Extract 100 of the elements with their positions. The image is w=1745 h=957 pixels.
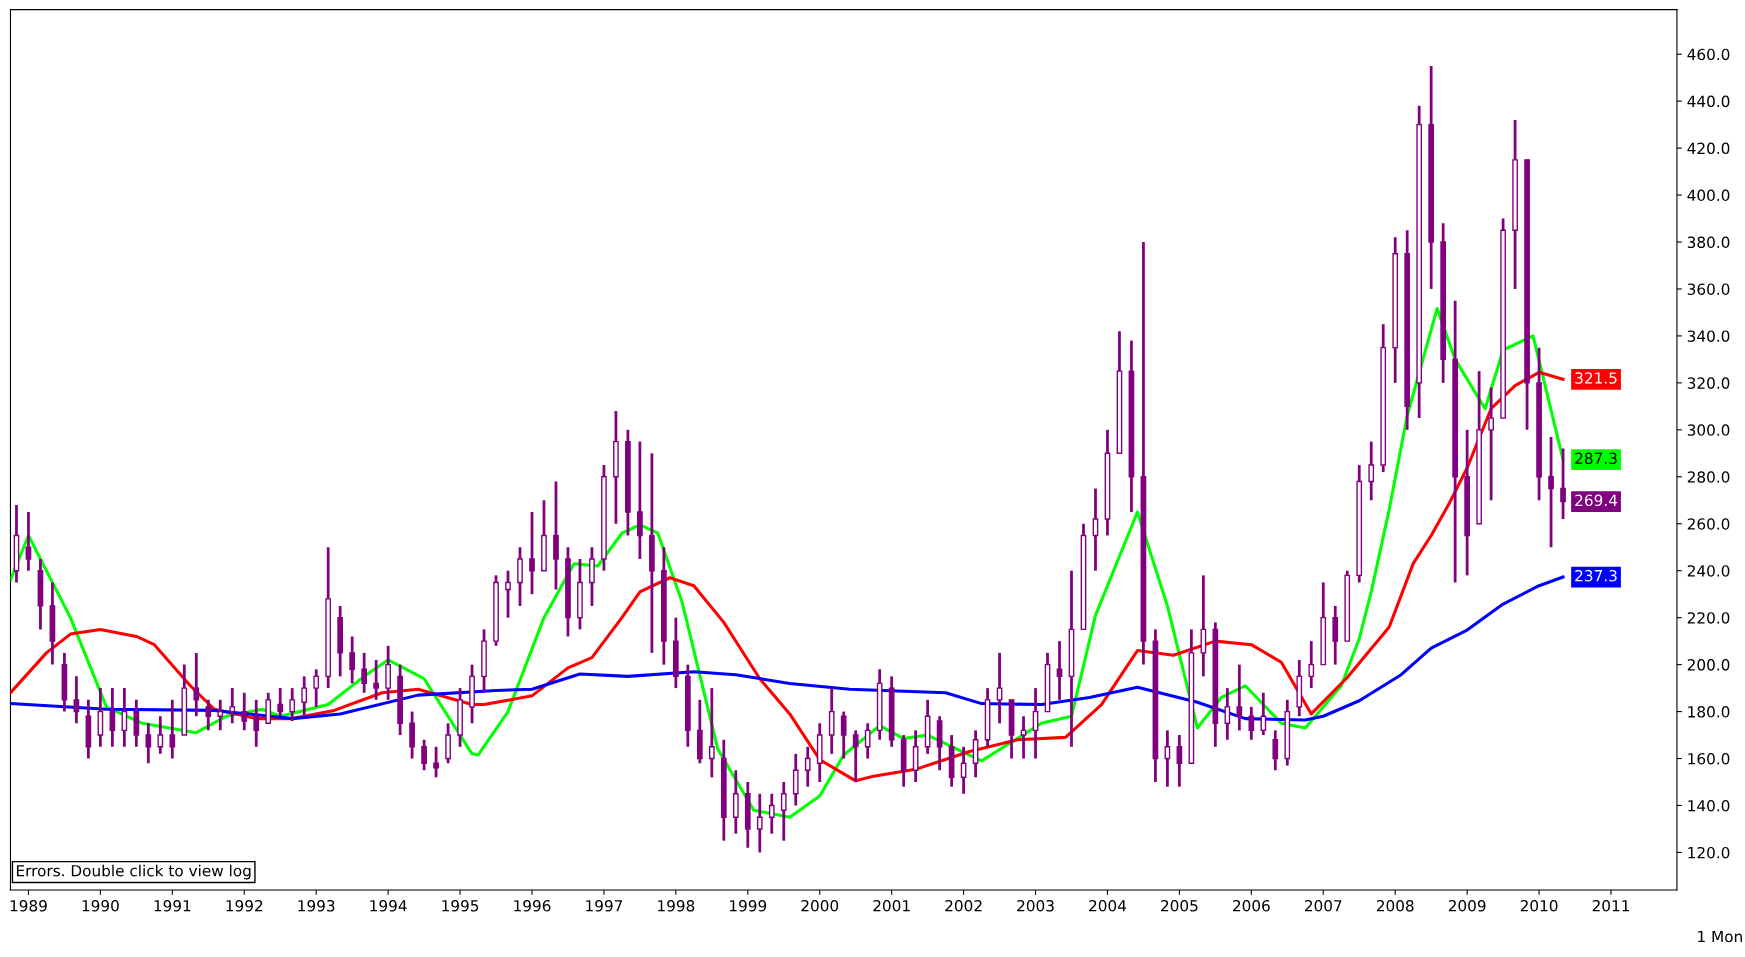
candlestick: [1272, 728, 1279, 772]
candlestick: [840, 710, 847, 760]
x-tick-label: 1993: [298, 900, 335, 912]
candlestick: [313, 667, 320, 709]
y-tick-label: 340.0: [1687, 330, 1730, 342]
candlestick: [1224, 686, 1231, 742]
candlestick: [996, 651, 1003, 725]
x-tick-label: 2000: [801, 900, 839, 912]
candlestick: [205, 698, 212, 732]
candlestick: [193, 651, 200, 718]
candlestick: [732, 768, 739, 836]
data-label: 321.5: [1575, 372, 1617, 384]
candlestick: [385, 644, 391, 702]
candlestick: [349, 635, 356, 685]
x-tick-label: 2009: [1448, 900, 1486, 912]
y-tick-label: 200.0: [1687, 659, 1730, 671]
x-tick-label: 2001: [873, 900, 910, 912]
y-tick-label: 240.0: [1687, 565, 1730, 577]
candlestick: [780, 780, 787, 843]
x-tick-label: 2010: [1520, 900, 1558, 912]
candlestick: [241, 691, 248, 732]
x-tick-label: 2006: [1233, 900, 1270, 912]
candlestick: [157, 714, 164, 756]
candlestick: [1488, 386, 1494, 502]
x-tick-label: 2005: [1161, 900, 1198, 912]
x-tick-label: 1994: [370, 900, 407, 912]
candlestick: [217, 698, 224, 732]
x-tick-label: 2008: [1376, 900, 1414, 912]
x-tick-label: 1996: [514, 900, 551, 912]
candlestick: [1308, 639, 1315, 690]
x-tick-label: 1999: [730, 900, 767, 912]
candlestick: [301, 674, 308, 718]
candlestick: [409, 710, 415, 760]
x-tick-label: 2002: [945, 900, 982, 912]
y-tick-label: 120.0: [1688, 846, 1730, 859]
line-series: [10, 575, 1565, 722]
y-tick-label: 360.0: [1687, 283, 1730, 295]
x-tick-label: 1997: [586, 900, 623, 912]
x-tick-label: 1990: [82, 900, 119, 912]
y-tick-label: 300.0: [1687, 424, 1730, 436]
x-tick-label: 1991: [154, 900, 191, 912]
y-tick-label: 380.0: [1687, 236, 1730, 249]
x-tick-label: 1995: [442, 900, 479, 912]
x-tick-label: 1992: [226, 900, 263, 912]
candlestick: [421, 738, 427, 772]
candlestick: [529, 510, 535, 596]
y-tick-label: 460.0: [1687, 48, 1730, 61]
candlestick: [589, 545, 595, 608]
candlestick: [253, 698, 260, 749]
candlestick: [804, 745, 811, 789]
candlestick: [445, 721, 451, 765]
candlestick: [1092, 487, 1099, 573]
candlestick: [361, 651, 367, 695]
candlestick: [637, 440, 643, 561]
data-label: 287.3: [1575, 452, 1617, 465]
candlestick: [708, 686, 715, 779]
candlestick: [768, 792, 775, 836]
candlestick: [792, 752, 799, 807]
candlestick: [289, 686, 296, 723]
candlestick: [277, 686, 284, 718]
x-tick-label: 2007: [1304, 900, 1342, 912]
candlestick: [265, 691, 272, 725]
candlestick: [852, 728, 859, 784]
x-tick-label: 2011: [1592, 900, 1630, 912]
candlestick: [1260, 691, 1267, 737]
text: 1 Mon: [1698, 930, 1742, 943]
candlestick: [1560, 447, 1566, 521]
candlestick: [864, 721, 871, 760]
y-tick-label: 260.0: [1687, 518, 1730, 530]
candlestick: [517, 545, 523, 608]
candlestick: [1332, 604, 1339, 667]
candlestick: [433, 745, 439, 779]
x-tick-label: 1998: [658, 900, 695, 912]
y-tick-label: 140.0: [1688, 799, 1730, 812]
y-tick-label: 400.0: [1687, 189, 1730, 202]
candlestick: [553, 480, 559, 591]
y-tick-label: 280.0: [1687, 471, 1730, 483]
candlestick: [1176, 733, 1183, 789]
candlestick: [1248, 705, 1255, 742]
y-tick-label: 440.0: [1687, 95, 1730, 108]
x-tick-label: 2003: [1017, 900, 1054, 912]
annotation: Errors. Double click to view log: [16, 864, 251, 880]
candlestick: [229, 686, 236, 725]
y-tick-label: 220.0: [1687, 612, 1730, 624]
x-tick-label: 1989: [10, 900, 47, 912]
x-tick-label: 2004: [1089, 900, 1127, 912]
candlestick: [505, 569, 511, 620]
candlestick: [1368, 440, 1375, 502]
y-tick-label: 160.0: [1688, 753, 1730, 765]
candlestick: [1236, 663, 1243, 732]
candlestick: [756, 792, 763, 854]
text: 269.4: [1575, 494, 1618, 507]
candlestick: [828, 686, 835, 756]
y-tick-label: 180.0: [1688, 706, 1730, 718]
candlestick: [1548, 435, 1554, 549]
y-tick-label: 420.0: [1687, 142, 1730, 155]
candlestick: [1020, 714, 1027, 760]
candlestick: [169, 698, 176, 760]
data-label: 237.3: [1575, 569, 1617, 582]
y-tick-label: 320.0: [1687, 377, 1730, 389]
